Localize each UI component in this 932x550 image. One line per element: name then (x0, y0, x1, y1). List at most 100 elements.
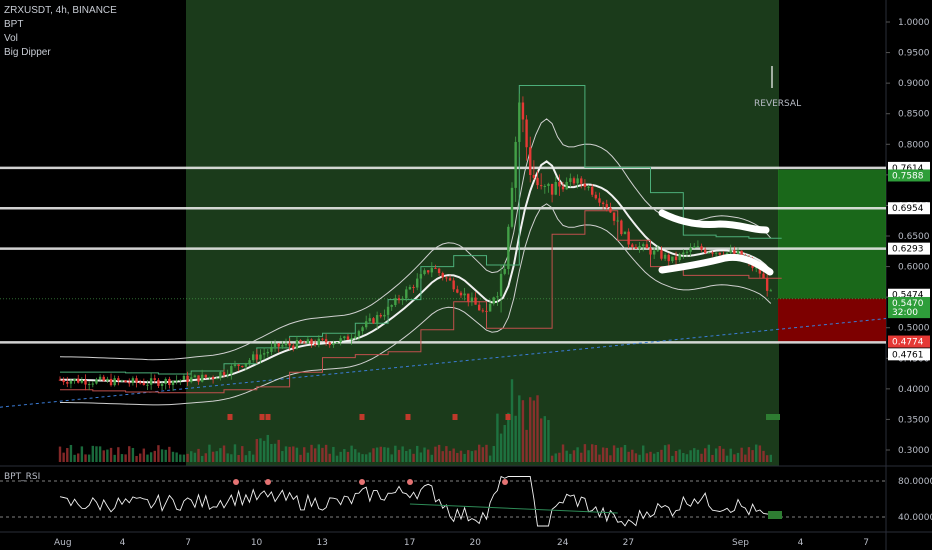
candle-body (598, 198, 601, 203)
volume-bar (193, 452, 197, 462)
candle-body (696, 246, 700, 248)
volume-bar (281, 451, 284, 462)
volume-bar (412, 453, 415, 462)
candle-body (146, 384, 149, 386)
candle-body (157, 379, 160, 386)
volume-bar (350, 445, 353, 462)
upper-step-channel (60, 85, 782, 375)
candle-body (95, 379, 98, 384)
indicator-big-dipper[interactable]: Big Dipper (4, 47, 51, 58)
rsi-overbought-dot (359, 479, 365, 485)
volume-bar (550, 455, 554, 462)
symbol-title[interactable]: ZRXUSDT, 4h, BINANCE (4, 5, 117, 16)
volume-bar (536, 395, 539, 462)
volume-bar (474, 450, 477, 462)
candle-body (605, 204, 608, 208)
rsi-oversold-mark (768, 511, 782, 519)
volume-bar (200, 455, 204, 462)
candle-body (740, 250, 743, 258)
volume-bar (160, 449, 164, 462)
volume-bar (386, 447, 390, 462)
candle-body (718, 252, 721, 255)
candle-body (186, 375, 189, 383)
candle-body (149, 378, 153, 385)
candle-body (193, 375, 197, 378)
candle-body (470, 297, 474, 302)
volume-bar (164, 449, 167, 462)
candle-body (270, 346, 273, 352)
volume-bar (576, 447, 579, 462)
volume-bar (711, 454, 714, 462)
volume-bar (295, 447, 299, 462)
candle-body (590, 186, 594, 195)
candle-body (168, 378, 171, 386)
volume-bar (255, 439, 259, 462)
candle-body (237, 364, 240, 366)
volume-bar (262, 440, 266, 462)
volume-bar (663, 445, 667, 462)
highlight-zone (186, 0, 779, 466)
price-tag-label: 0.4761 (892, 350, 924, 360)
candle-body (135, 378, 138, 383)
volume-bar (394, 445, 397, 462)
candle-body (179, 379, 182, 381)
volume-bar (335, 455, 339, 462)
rsi-overbought-dot (502, 479, 508, 485)
volume-bar (98, 446, 102, 462)
volume-bar (58, 446, 62, 462)
candle-body (437, 268, 441, 274)
candle-body (277, 343, 280, 347)
volume-bar (561, 444, 565, 462)
candle-body (587, 186, 590, 188)
volume-bar (241, 446, 244, 462)
candle-body (652, 250, 656, 255)
price-tag-box (888, 169, 930, 182)
volume-bar (674, 450, 678, 462)
y-tick-label: 0.5000 (898, 324, 930, 334)
candle-body (518, 102, 521, 142)
candle-body (481, 310, 485, 312)
indicator-bpt[interactable]: BPT (4, 19, 24, 30)
volume-bar (91, 445, 95, 462)
indicator-vol[interactable]: Vol (4, 33, 18, 44)
volume-bar (452, 448, 455, 462)
candle-body (536, 177, 539, 186)
volume-bar (529, 397, 532, 462)
price-tag-box (888, 296, 930, 309)
volume-bar (244, 455, 248, 462)
candle-body (288, 343, 291, 346)
volume-bar (492, 446, 495, 462)
volume-bar (303, 447, 306, 462)
volume-bar (80, 446, 84, 462)
volume-bar (671, 455, 674, 462)
candle-body (160, 383, 164, 386)
volume-bar (69, 444, 73, 462)
x-tick-label: 24 (557, 538, 569, 548)
volume-bar (339, 451, 342, 462)
candle-body (131, 378, 135, 383)
volume-bar (364, 454, 368, 462)
candle-body (303, 342, 306, 344)
volume-bar (580, 452, 583, 462)
candle-body (295, 340, 299, 349)
volume-bar (470, 451, 474, 462)
y-tick-label: 0.8000 (898, 140, 930, 150)
volume-bar (660, 449, 663, 462)
candle-body (87, 384, 91, 386)
candle-body (638, 246, 641, 249)
candle-body (569, 178, 572, 182)
volume-bar (354, 449, 357, 462)
candle-body (69, 380, 73, 384)
volume-bar (437, 444, 441, 462)
volume-bar (95, 446, 98, 462)
candle-body (634, 246, 638, 249)
volume-bar (667, 444, 670, 462)
y-tick-label: 1.0000 (898, 18, 930, 28)
candle-body (430, 267, 434, 273)
volume-bar (168, 446, 171, 462)
candle-body (113, 378, 116, 386)
candle-body (510, 187, 514, 227)
candle-body (266, 351, 269, 354)
candle-body (397, 298, 401, 301)
